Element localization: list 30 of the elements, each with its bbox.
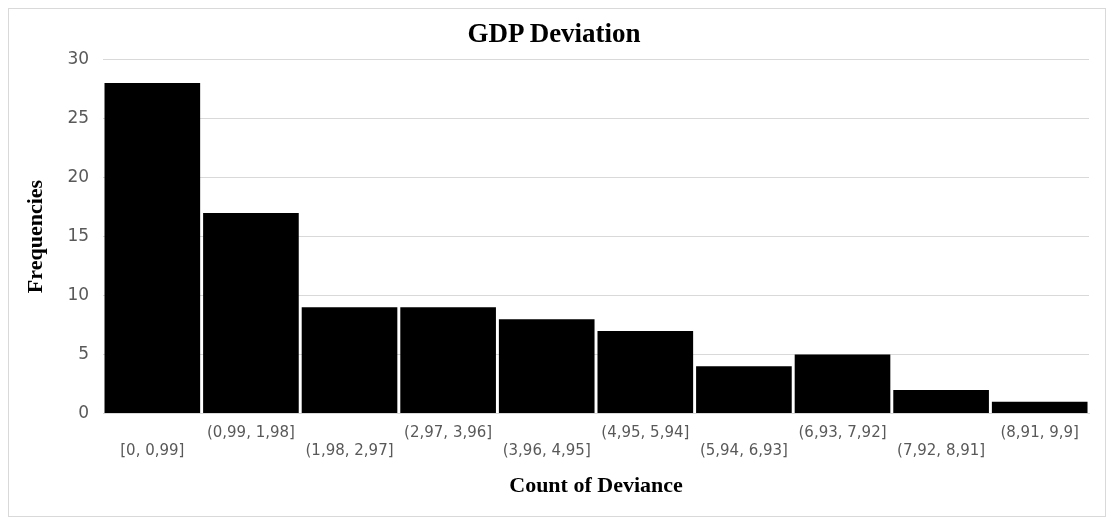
bar — [203, 212, 299, 414]
y-tick-label: 15 — [67, 224, 90, 245]
x-tick-label: (7,92, 8,91] — [897, 441, 986, 460]
x-tick-label: (4,95, 5,94] — [601, 423, 690, 442]
y-tick-label: 10 — [67, 283, 90, 304]
x-tick-label: [0, 0,99] — [120, 441, 185, 460]
y-tick-label: 0 — [78, 402, 90, 423]
y-tick-label: 30 — [67, 47, 90, 68]
bar — [597, 330, 694, 414]
bar — [991, 401, 1088, 414]
x-tick-label: (1,98, 2,97] — [305, 441, 394, 460]
x-tick-label: (3,96, 4,95] — [502, 441, 591, 460]
y-tick-label: 25 — [67, 106, 90, 127]
bar — [104, 83, 201, 414]
bar — [696, 366, 792, 414]
x-tick-label: (5,94, 6,93] — [699, 441, 788, 460]
y-tick-label: 20 — [67, 165, 90, 186]
x-tick-label: (6,93, 7,92] — [798, 423, 887, 442]
y-axis-title: Frequencies — [21, 179, 47, 294]
bar — [498, 319, 595, 414]
bar — [400, 307, 496, 414]
x-tick-label: (0,99, 1,98] — [206, 423, 295, 442]
chart-title: GDP Deviation — [467, 18, 641, 49]
x-tick-label: (2,97, 3,96] — [404, 423, 493, 442]
bar — [301, 307, 398, 414]
x-tick-label: (8,91, 9,9] — [1000, 423, 1079, 442]
y-tick-label: 5 — [78, 342, 90, 363]
bar — [794, 354, 891, 414]
x-axis-title: Count of Deviance — [509, 472, 684, 498]
bar — [893, 389, 989, 414]
